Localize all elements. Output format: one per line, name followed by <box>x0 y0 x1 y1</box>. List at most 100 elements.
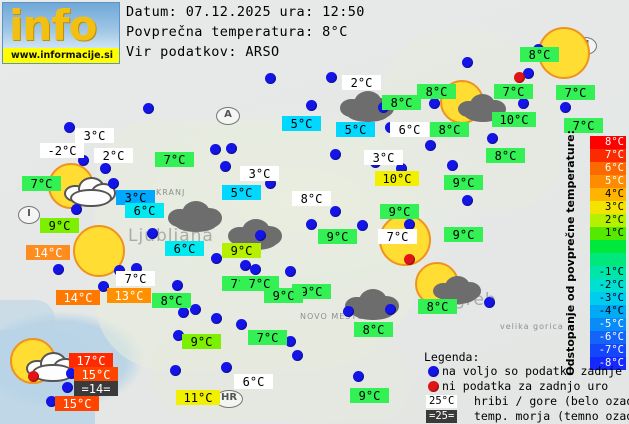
temperature-chip[interactable]: 14°C <box>56 290 100 305</box>
temperature-chip[interactable]: 17°C <box>69 353 113 368</box>
station-dot-available[interactable] <box>108 178 119 189</box>
station-dot-available[interactable] <box>190 304 201 315</box>
temperature-chip[interactable]: 3°C <box>240 166 279 181</box>
station-dot-available[interactable] <box>98 281 109 292</box>
station-dot-available[interactable] <box>265 73 276 84</box>
temperature-chip[interactable]: 7°C <box>155 152 194 167</box>
temperature-chip[interactable]: 8°C <box>486 148 525 163</box>
temperature-chip[interactable]: 8°C <box>354 322 393 337</box>
temperature-chip[interactable]: 3°C <box>364 150 403 165</box>
station-dot-available[interactable] <box>265 178 276 189</box>
station-dot-available[interactable] <box>53 264 64 275</box>
station-dot-available[interactable] <box>226 143 237 154</box>
temperature-chip[interactable]: 8°C <box>152 293 191 308</box>
temperature-chip[interactable]: 3°C <box>116 190 155 205</box>
station-dot-available[interactable] <box>100 163 111 174</box>
station-dot-available[interactable] <box>306 100 317 111</box>
station-dot-available[interactable] <box>64 122 75 133</box>
station-dot-available[interactable] <box>178 307 189 318</box>
info-logo[interactable]: info www.informacije.si <box>2 2 120 64</box>
temperature-chip[interactable]: =14= <box>74 381 118 396</box>
station-dot-available[interactable] <box>447 160 458 171</box>
station-dot-available[interactable] <box>66 368 77 379</box>
station-dot-available[interactable] <box>62 382 73 393</box>
station-dot-available[interactable] <box>71 204 82 215</box>
temperature-chip[interactable]: 5°C <box>282 116 321 131</box>
station-dot-no-data[interactable] <box>514 72 525 83</box>
temperature-chip[interactable]: 9°C <box>182 334 221 349</box>
temperature-chip[interactable]: 15°C <box>74 367 118 382</box>
station-dot-available[interactable] <box>462 57 473 68</box>
temperature-chip[interactable]: 5°C <box>222 185 261 200</box>
station-dot-available[interactable] <box>487 133 498 144</box>
station-dot-available[interactable] <box>285 336 296 347</box>
station-dot-available[interactable] <box>385 304 396 315</box>
station-dot-no-data[interactable] <box>404 254 415 265</box>
temperature-chip[interactable]: 9°C <box>318 229 357 244</box>
temperature-chip[interactable]: 8°C <box>520 47 559 62</box>
temperature-chip[interactable]: 8°C <box>382 95 421 110</box>
station-dot-available[interactable] <box>211 313 222 324</box>
temperature-chip[interactable]: 6°C <box>390 122 429 137</box>
temperature-chip[interactable]: 5°C <box>336 122 375 137</box>
station-dot-available[interactable] <box>221 362 232 373</box>
station-dot-available[interactable] <box>131 263 142 274</box>
temperature-chip[interactable]: 9°C <box>444 227 483 242</box>
station-dot-available[interactable] <box>114 265 125 276</box>
temperature-chip[interactable]: 7°C <box>564 118 603 133</box>
temperature-chip[interactable]: 7°C <box>556 85 595 100</box>
temperature-chip[interactable]: 7°C <box>22 176 61 191</box>
temperature-chip[interactable]: 2°C <box>94 148 133 163</box>
temperature-chip[interactable]: -2°C <box>40 143 84 158</box>
temperature-chip[interactable]: 8°C <box>430 122 469 137</box>
temperature-chip[interactable]: 9°C <box>222 243 261 258</box>
station-dot-available[interactable] <box>560 102 571 113</box>
temperature-chip[interactable]: 9°C <box>40 218 79 233</box>
temperature-chip[interactable]: 11°C <box>176 390 220 405</box>
temperature-chip[interactable]: 2°C <box>342 75 381 90</box>
temperature-chip[interactable]: 7°C <box>494 84 533 99</box>
temperature-chip[interactable]: 10°C <box>492 112 536 127</box>
station-dot-available[interactable] <box>357 220 368 231</box>
temperature-chip[interactable]: 9°C <box>380 204 419 219</box>
station-dot-available[interactable] <box>211 253 222 264</box>
station-dot-available[interactable] <box>330 149 341 160</box>
temperature-chip[interactable]: 7°C <box>248 330 287 345</box>
temperature-chip[interactable]: 8°C <box>417 84 456 99</box>
station-dot-available[interactable] <box>518 98 529 109</box>
station-dot-available[interactable] <box>292 350 303 361</box>
temperature-chip[interactable]: 6°C <box>165 241 204 256</box>
station-dot-available[interactable] <box>240 260 251 271</box>
temperature-chip[interactable]: 6°C <box>125 203 164 218</box>
station-dot-available[interactable] <box>306 219 317 230</box>
station-dot-available[interactable] <box>523 68 534 79</box>
station-dot-available[interactable] <box>330 206 341 217</box>
station-dot-no-data[interactable] <box>28 371 39 382</box>
station-dot-available[interactable] <box>326 72 337 83</box>
temperature-chip[interactable]: 13°C <box>107 288 151 303</box>
temperature-chip[interactable]: 10°C <box>375 171 419 186</box>
temperature-chip[interactable]: 8°C <box>292 191 331 206</box>
station-dot-available[interactable] <box>425 140 436 151</box>
temperature-chip[interactable]: 9°C <box>444 175 483 190</box>
station-dot-available[interactable] <box>170 365 181 376</box>
temperature-chip[interactable]: 7°C <box>116 271 155 286</box>
temperature-chip[interactable]: 7°C <box>240 276 279 291</box>
temperature-chip[interactable]: 9°C <box>264 288 303 303</box>
station-dot-available[interactable] <box>343 306 354 317</box>
temperature-chip[interactable]: 15°C <box>55 396 99 411</box>
station-dot-available[interactable] <box>404 219 415 230</box>
station-dot-available[interactable] <box>236 319 247 330</box>
station-dot-available[interactable] <box>396 163 407 174</box>
station-dot-available[interactable] <box>462 195 473 206</box>
station-dot-available[interactable] <box>143 103 154 114</box>
station-dot-available[interactable] <box>255 230 266 241</box>
station-dot-available[interactable] <box>285 266 296 277</box>
station-dot-available[interactable] <box>429 98 440 109</box>
station-dot-available[interactable] <box>173 330 184 341</box>
station-dot-available[interactable] <box>484 297 495 308</box>
station-dot-available[interactable] <box>250 264 261 275</box>
station-dot-available[interactable] <box>172 280 183 291</box>
station-dot-available[interactable] <box>147 228 158 239</box>
